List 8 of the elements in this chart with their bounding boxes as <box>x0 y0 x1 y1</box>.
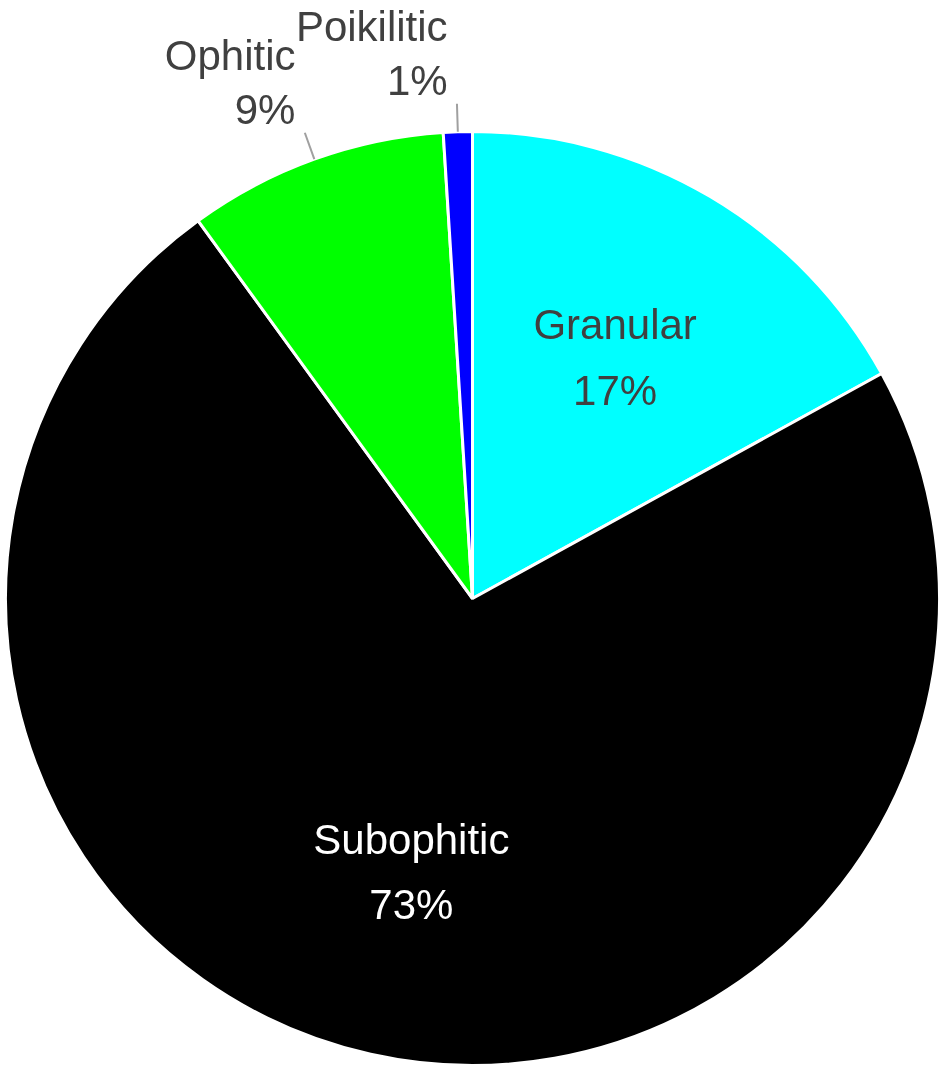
slice-label: Ophitic <box>164 31 296 79</box>
data-label: 1% <box>386 56 448 104</box>
data-label: 9% <box>234 85 296 133</box>
data-label: 73% <box>369 881 454 929</box>
slice-label: Granular <box>533 300 697 348</box>
slice-label: Subophitic <box>313 815 510 863</box>
data-label: 17% <box>573 366 658 414</box>
slice-label: Poikilitic <box>295 2 448 50</box>
